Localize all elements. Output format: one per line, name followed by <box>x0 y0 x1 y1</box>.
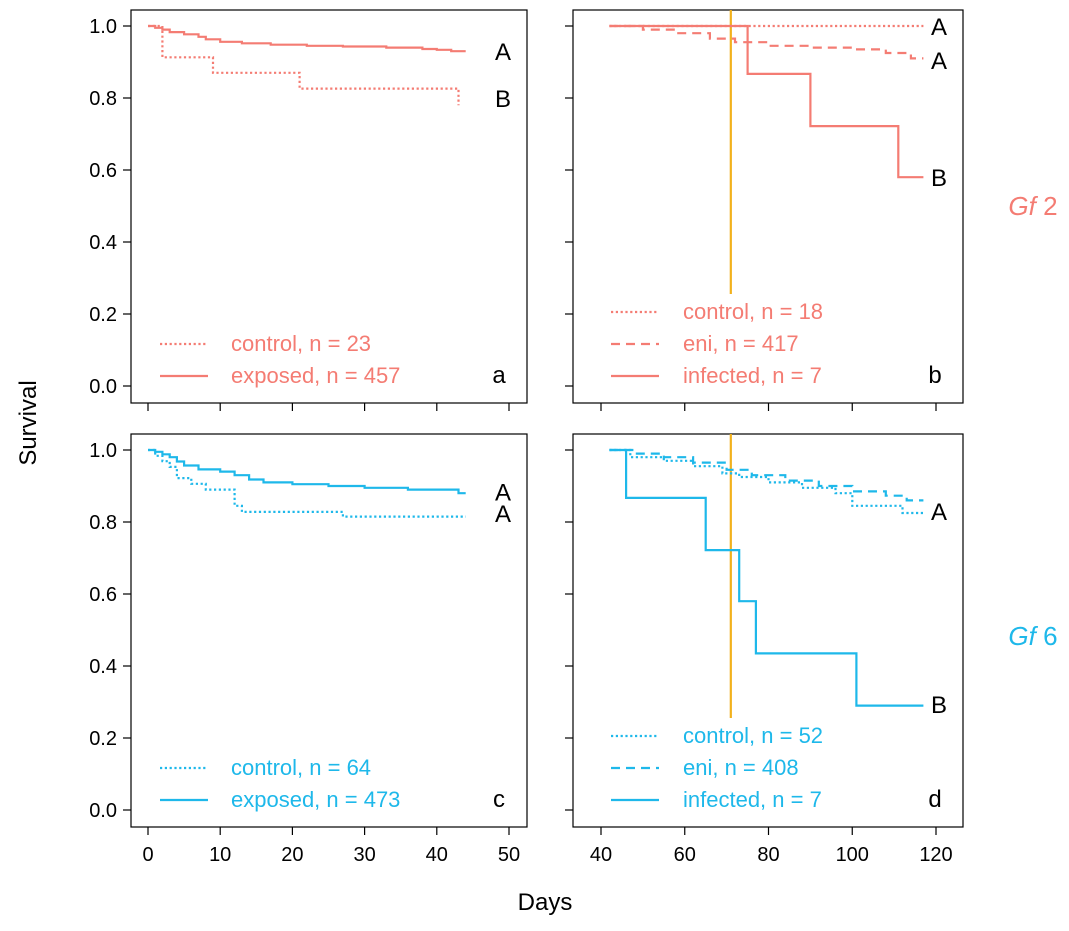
x-tick-label: 40 <box>590 844 612 866</box>
y-tick-label: 0.4 <box>89 656 117 678</box>
legend-entry: infected, n = 7 <box>683 787 822 812</box>
significance-letter: B <box>931 692 947 719</box>
y-axis-label: Survival <box>15 380 42 465</box>
x-tick-label: 20 <box>281 844 303 866</box>
series-line-dotted <box>148 24 460 106</box>
x-tick-label: 60 <box>674 844 696 866</box>
legend-entry: control, n = 18 <box>683 299 823 324</box>
series-line-solid <box>609 448 924 707</box>
significance-letter: A <box>931 14 947 41</box>
legend-entry: control, n = 52 <box>683 723 823 748</box>
y-tick-label: 0.6 <box>89 160 117 182</box>
panel-c: 0.0 0.2 0.4 0.6 0.8 1.0 0 10 20 30 40 50 AAcontrol, … <box>89 433 528 866</box>
series-line-dashed <box>609 448 924 502</box>
panel-label: a <box>492 362 506 389</box>
y-tick-label: 0.4 <box>89 232 117 254</box>
x-tick-label: 50 <box>498 844 520 866</box>
series-line-solid <box>609 24 924 179</box>
legend-entry: control, n = 64 <box>231 755 371 780</box>
panel-frame <box>130 433 528 828</box>
panel-label: b <box>928 362 941 389</box>
significance-letter: A <box>495 39 511 66</box>
legend-entry: control, n = 23 <box>231 331 371 356</box>
significance-letter: A <box>931 499 947 526</box>
x-tick-label: 120 <box>919 844 952 866</box>
x-tick-label: 0 <box>142 844 153 866</box>
row-label-gf6: Gf 6 <box>1008 621 1057 651</box>
y-tick-label: 0.6 <box>89 584 117 606</box>
y-tick-label: 1.0 <box>89 16 117 38</box>
y-tick-label: 0.8 <box>89 88 117 110</box>
y-tick-label: 1.0 <box>89 440 117 462</box>
x-tick-label: 30 <box>353 844 375 866</box>
series-line-dotted <box>609 448 924 515</box>
significance-letter: A <box>495 501 511 528</box>
row-label-gf6-italic: Gf <box>1008 621 1038 651</box>
x-tick-label: 100 <box>836 844 869 866</box>
panel-label: c <box>493 786 505 813</box>
legend-entry: exposed, n = 457 <box>231 363 400 388</box>
panel-frame <box>130 9 528 404</box>
row-label-gf6-number: 6 <box>1036 621 1058 651</box>
panel-label: d <box>928 786 941 813</box>
y-tick-label: 0.2 <box>89 304 117 326</box>
series-line-solid <box>148 24 466 53</box>
legend-entry: exposed, n = 473 <box>231 787 400 812</box>
series-line-solid <box>148 448 466 495</box>
significance-letter: B <box>495 86 511 113</box>
y-tick-label: 0.8 <box>89 512 117 534</box>
x-tick-label: 80 <box>757 844 779 866</box>
series-line-dotted <box>148 448 466 518</box>
y-tick-label: 0.0 <box>89 800 117 822</box>
y-tick-label: 0.0 <box>89 376 117 398</box>
x-axis-label: Days <box>518 889 573 916</box>
y-tick-label: 0.2 <box>89 728 117 750</box>
series-line-dashed <box>609 24 924 60</box>
x-tick-label: 10 <box>209 844 231 866</box>
legend-entry: eni, n = 408 <box>683 755 799 780</box>
significance-letter: B <box>931 165 947 192</box>
legend-entry: infected, n = 7 <box>683 363 822 388</box>
row-label-gf2-italic: Gf <box>1008 191 1038 221</box>
significance-letter: A <box>931 48 947 75</box>
row-label-gf2-number: 2 <box>1036 191 1058 221</box>
row-label-gf2: Gf 2 <box>1008 191 1057 221</box>
legend-entry: eni, n = 417 <box>683 331 799 356</box>
x-tick-label: 40 <box>426 844 448 866</box>
significance-letter: A <box>495 479 511 506</box>
